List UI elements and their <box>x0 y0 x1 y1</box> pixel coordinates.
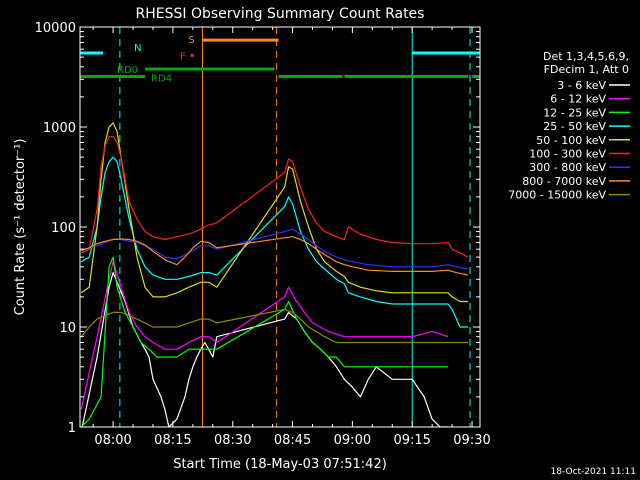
flag-label-s: S <box>188 35 194 46</box>
y-tick-label-0: 1 <box>68 421 76 436</box>
x-tick-label-6: 09:30 <box>453 433 490 448</box>
flag-marker-f-0 <box>190 53 194 57</box>
legend: Det 1,3,4,5,6,9,FDecim 1, Att 0 3 - 6 keV… <box>508 50 630 202</box>
legend-label-6: 300 - 800 keV <box>529 161 606 174</box>
legend-label-2: 12 - 25 keV <box>543 106 606 119</box>
series-line-7 <box>80 236 469 276</box>
x-tick-label-4: 09:00 <box>334 433 371 448</box>
y-tick-label-4: 10000 <box>35 21 76 36</box>
flag-label-n: N <box>134 43 141 54</box>
flag-label-f: F <box>180 51 186 62</box>
y-tick-label-2: 100 <box>51 221 76 236</box>
series-line-2 <box>80 256 449 427</box>
legend-label-5: 100 - 300 keV <box>529 148 606 161</box>
legend-label-3: 25 - 50 keV <box>543 120 606 133</box>
x-tick-label-0: 08:00 <box>94 433 131 448</box>
axes-layer: 08:00 08:15 08:30 08:45 09:00 09:15 09:30 1 10 10… <box>35 21 491 448</box>
y-tick-label-1: 10 <box>59 321 76 336</box>
legend-label-1: 6 - 12 keV <box>550 93 606 106</box>
flag-label-rd4: RD4 <box>151 73 172 84</box>
series-line-8 <box>80 308 468 344</box>
y-axis-label: Count Rate (s⁻¹ detector⁻¹) <box>13 139 28 316</box>
chart-title: RHESSI Observing Summary Count Rates <box>136 6 425 22</box>
legend-label-7: 800 - 7000 keV <box>522 175 606 188</box>
legend-label-0: 3 - 6 keV <box>557 79 606 92</box>
series-line-6 <box>81 228 469 270</box>
series-line-4 <box>80 122 468 303</box>
x-tick-label-3: 08:45 <box>274 433 311 448</box>
x-axis-label: Start Time (18-May-03 07:51:42) <box>173 457 387 472</box>
series-line-1 <box>80 261 449 410</box>
legend-header-0: Det 1,3,4,5,6,9, <box>543 50 629 63</box>
date-stamp: 18-Oct-2021 11:11 <box>551 467 636 477</box>
x-tick-label-5: 09:15 <box>393 433 430 448</box>
flag-label-rd0: RD0 <box>117 65 138 76</box>
plot-layer: N SF RD0 RD4 <box>80 27 480 427</box>
legend-label-4: 50 - 100 keV <box>536 134 606 147</box>
plot-inner: N SF RD0 RD4 <box>80 27 480 427</box>
legend-label-8: 7000 - 15000 keV <box>508 189 606 202</box>
x-tick-label-1: 08:15 <box>154 433 191 448</box>
legend-header-1: FDecim 1, Att 0 <box>544 63 629 76</box>
y-tick-label-3: 1000 <box>43 121 76 136</box>
x-tick-label-2: 08:30 <box>214 433 251 448</box>
series-line-5 <box>80 136 469 258</box>
